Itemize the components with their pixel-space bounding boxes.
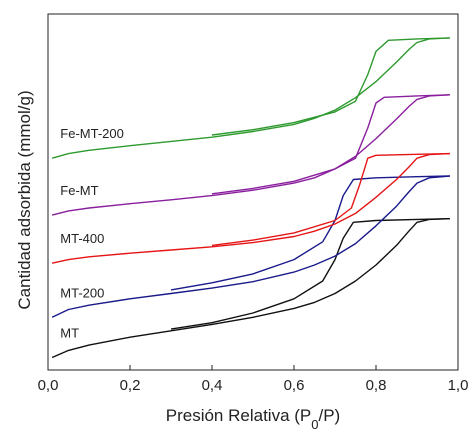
series-fe-mt-200-adsorption-line bbox=[51, 37, 450, 159]
x-axis-title: Presión Relativa (P0/P) bbox=[166, 406, 340, 432]
series-label: Fe-MT-200 bbox=[60, 126, 124, 141]
series-label: MT bbox=[60, 326, 79, 341]
series-mt-400-adsorption-line bbox=[51, 152, 450, 264]
x-axis-title-main: Presión Relativa (P bbox=[166, 406, 312, 425]
x-axis-title-subscript: 0 bbox=[311, 417, 318, 432]
y-axis-title: Cantidad adsorbida (mmol/g) bbox=[15, 90, 34, 309]
series-fe-mt-adsorption-line bbox=[51, 94, 450, 216]
x-tick-label: 0,4 bbox=[202, 377, 223, 394]
x-tick-label: 0,8 bbox=[366, 377, 387, 394]
series-mt-200-adsorption-line bbox=[51, 175, 450, 318]
x-tick-label: 1,0 bbox=[448, 377, 469, 394]
x-axis-title-end: /P) bbox=[319, 406, 341, 425]
series-label: Fe-MT bbox=[60, 183, 98, 198]
series-fe-mt-desorption-line bbox=[211, 94, 450, 195]
series-mt-400-desorption-line bbox=[211, 152, 450, 247]
series-mt-adsorption-line bbox=[51, 218, 450, 359]
series-layer bbox=[51, 37, 450, 359]
series-labels: MT MT-200 MT-400 Fe-MT Fe-MT-200 bbox=[60, 126, 124, 340]
x-tick-label: 0,2 bbox=[120, 377, 141, 394]
x-tick-label: 0,6 bbox=[284, 377, 305, 394]
plot-frame bbox=[47, 13, 459, 371]
series-label: MT-200 bbox=[60, 285, 104, 300]
x-axis-ticks: 0,0 0,2 0,4 0,6 0,8 1,0 bbox=[38, 365, 469, 394]
x-tick-label: 0,0 bbox=[38, 377, 59, 394]
series-label: MT-400 bbox=[60, 231, 104, 246]
series-mt-desorption-line bbox=[170, 218, 450, 330]
series-fe-mt-200-desorption-line bbox=[211, 37, 450, 136]
